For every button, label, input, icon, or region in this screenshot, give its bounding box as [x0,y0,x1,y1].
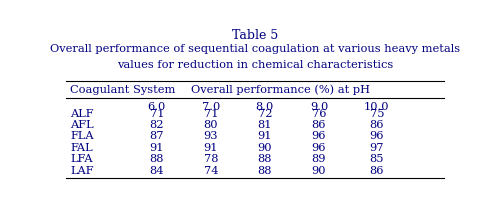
Text: 97: 97 [370,143,384,153]
Text: 71: 71 [204,108,218,119]
Text: 88: 88 [257,154,272,164]
Text: 87: 87 [149,131,164,141]
Text: FLA: FLA [70,131,94,141]
Text: 9.0: 9.0 [310,102,328,112]
Text: 78: 78 [204,154,218,164]
Text: 88: 88 [149,154,164,164]
Text: 91: 91 [204,143,218,153]
Text: Overall performance (%) at pH: Overall performance (%) at pH [191,84,370,95]
Text: LFA: LFA [70,154,93,164]
Text: 80: 80 [204,120,218,130]
Text: AFL: AFL [70,120,94,130]
Text: LAF: LAF [70,166,94,176]
Text: 86: 86 [370,120,384,130]
Text: 8.0: 8.0 [256,102,274,112]
Text: Coagulant System: Coagulant System [70,85,175,95]
Text: 93: 93 [204,131,218,141]
Text: Table 5: Table 5 [232,29,278,42]
Text: 96: 96 [312,131,326,141]
Text: 7.0: 7.0 [202,102,220,112]
Text: FAL: FAL [70,143,93,153]
Text: 81: 81 [257,120,272,130]
Text: 10.0: 10.0 [364,102,389,112]
Text: 75: 75 [370,108,384,119]
Text: 86: 86 [312,120,326,130]
Text: 86: 86 [370,166,384,176]
Text: 71: 71 [149,108,164,119]
Text: 6.0: 6.0 [148,102,166,112]
Text: 84: 84 [149,166,164,176]
Text: 72: 72 [257,108,272,119]
Text: 90: 90 [257,143,272,153]
Text: 74: 74 [204,166,218,176]
Text: 90: 90 [312,166,326,176]
Text: 88: 88 [257,166,272,176]
Text: 96: 96 [370,131,384,141]
Text: ALF: ALF [70,108,94,119]
Text: 82: 82 [149,120,164,130]
Text: 96: 96 [312,143,326,153]
Text: 91: 91 [257,131,272,141]
Text: 85: 85 [370,154,384,164]
Text: Overall performance of sequential coagulation at various heavy metals: Overall performance of sequential coagul… [50,44,460,55]
Text: 76: 76 [312,108,326,119]
Text: values for reduction in chemical characteristics: values for reduction in chemical charact… [117,60,393,70]
Text: 91: 91 [149,143,164,153]
Text: 89: 89 [312,154,326,164]
